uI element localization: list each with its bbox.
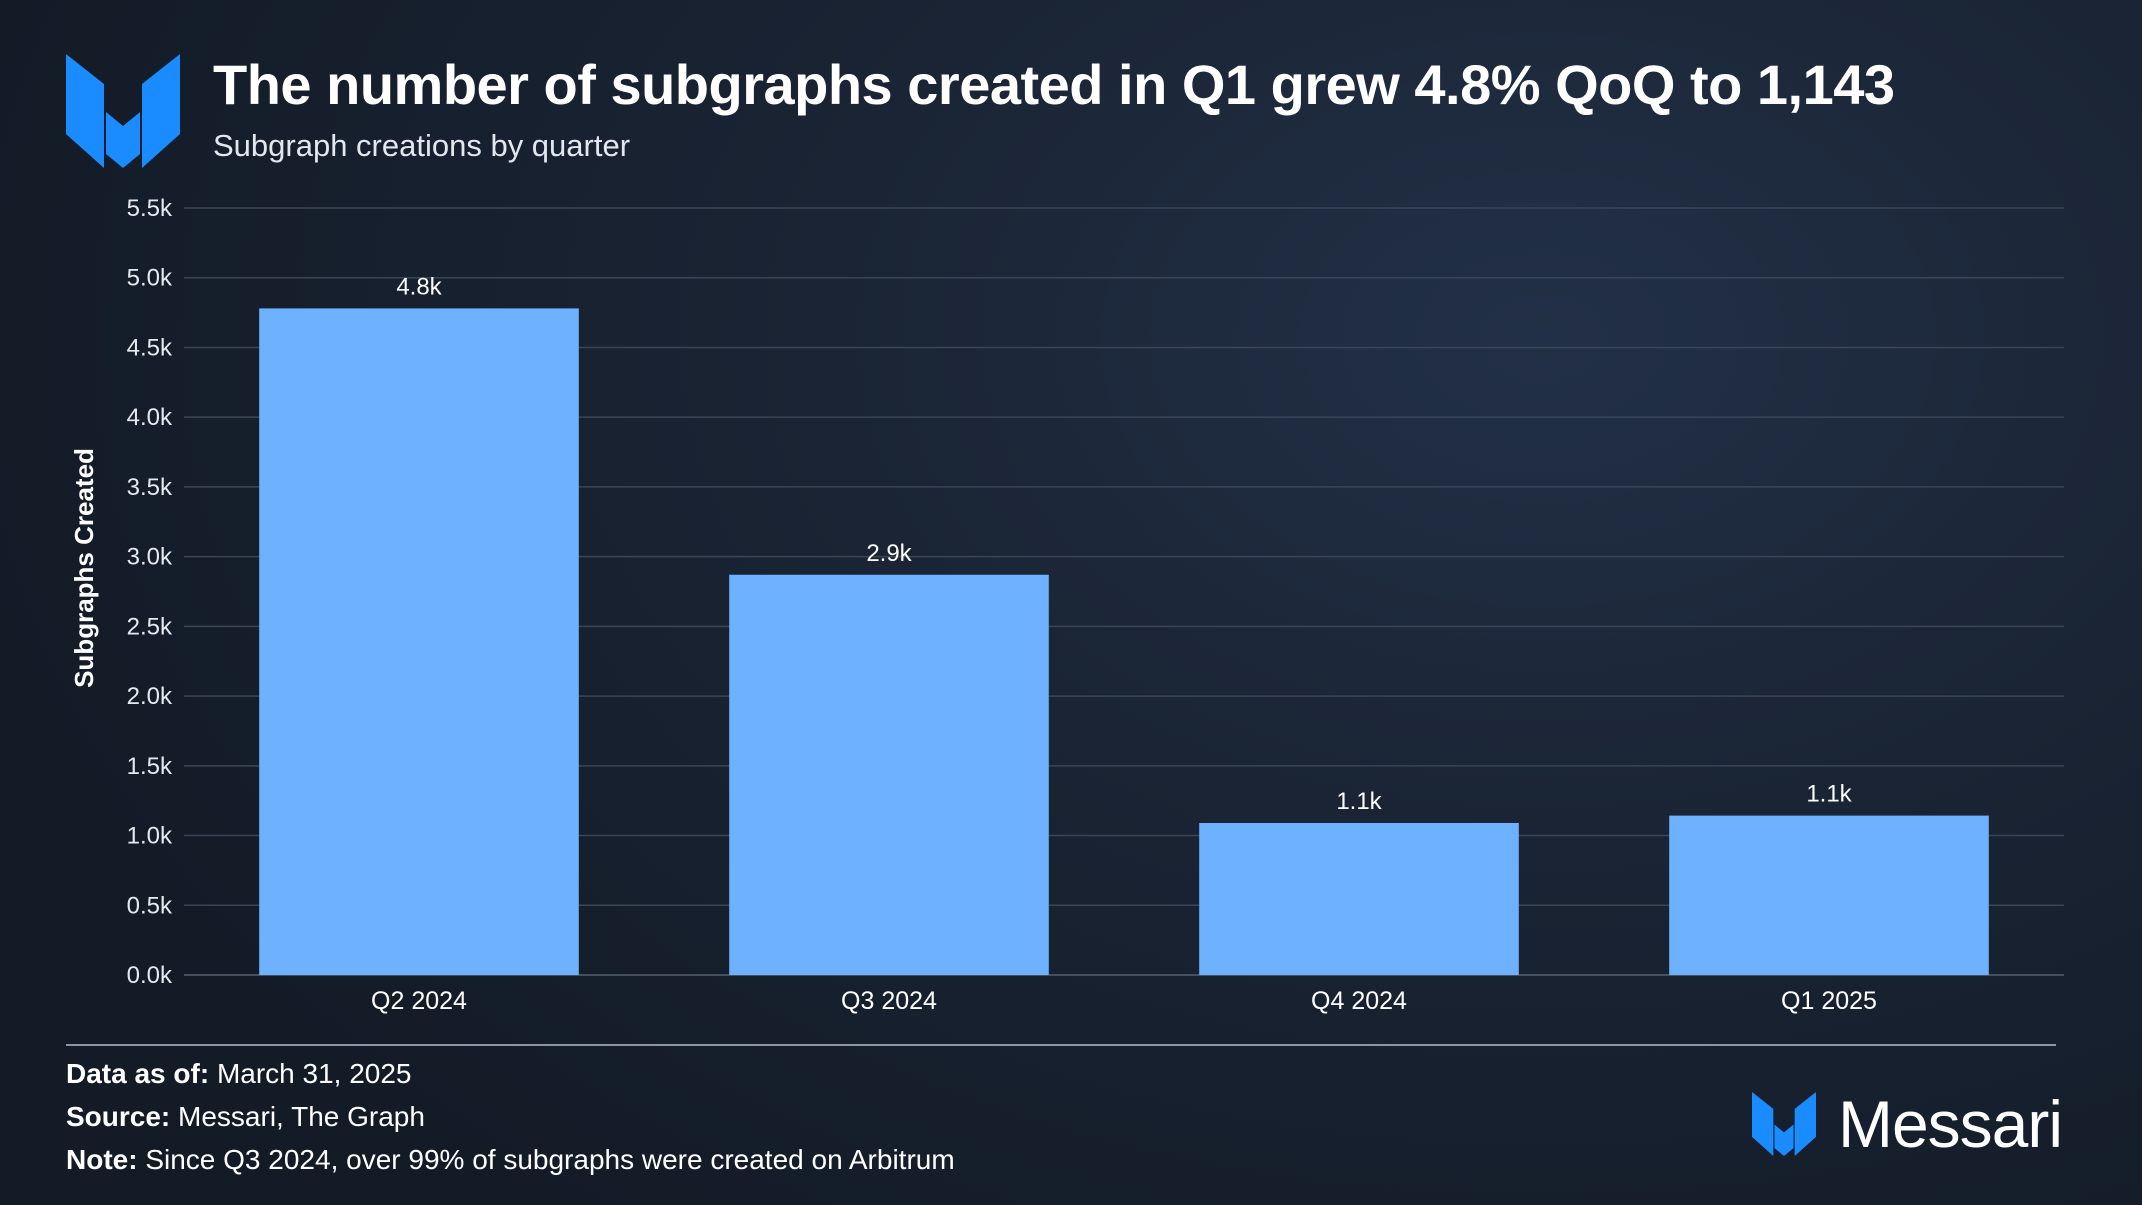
x-tick-label: Q4 2024 — [1311, 987, 1407, 1015]
y-tick-label: 1.5k — [127, 753, 173, 780]
brand-name: Messari — [1838, 1087, 2063, 1161]
footer-divider — [66, 1044, 2056, 1046]
bar — [259, 308, 579, 975]
page-subtitle: Subgraph creations by quarter — [213, 128, 631, 163]
bar-data-label: 4.8k — [396, 273, 442, 300]
bar-data-label: 1.1k — [1806, 781, 1852, 808]
bar-chart: 0.0k 0.5k 1.0k 1.5k 2.0k 2.5k 3.0k 3.5k 4.0k 4.5k… — [69, 195, 2064, 1015]
footer-data-as-of: Data as of: March 31, 2025 — [66, 1058, 412, 1090]
messari-logo-icon — [1752, 1092, 1816, 1156]
y-tick-label: 4.5k — [127, 334, 173, 361]
messari-logo-icon — [66, 54, 180, 168]
x-tick-label: Q1 2025 — [1781, 987, 1877, 1015]
x-axis-ticks: Q2 2024 Q3 2024 Q4 2024 Q1 2025 — [371, 987, 1877, 1015]
y-tick-label: 2.5k — [127, 613, 173, 640]
y-axis-title: Subgraphs Created — [69, 448, 99, 688]
bars — [259, 308, 1989, 975]
footer-source-value: Messari, The Graph — [178, 1101, 425, 1132]
brand-lockup: Messari — [1752, 1086, 2063, 1162]
x-tick-label: Q2 2024 — [371, 987, 467, 1015]
y-tick-label: 3.5k — [127, 474, 173, 501]
data-labels: 4.8k 2.9k 1.1k 1.1k — [396, 273, 1852, 815]
y-tick-label: 5.0k — [127, 265, 173, 292]
bar — [1669, 815, 1989, 975]
y-tick-label: 2.0k — [127, 683, 173, 710]
y-tick-label: 1.0k — [127, 823, 173, 850]
bar-data-label: 1.1k — [1336, 788, 1382, 815]
bar — [729, 574, 1049, 975]
footer-note-value: Since Q3 2024, over 99% of subgraphs wer… — [145, 1144, 955, 1175]
footer-date-label: Data as of: — [66, 1058, 210, 1089]
bar-data-label: 2.9k — [866, 540, 912, 567]
footer-note-label: Note: — [66, 1144, 138, 1175]
page-title: The number of subgraphs created in Q1 gr… — [213, 53, 1895, 116]
y-tick-label: 5.5k — [127, 195, 173, 222]
footer-source-label: Source: — [66, 1101, 171, 1132]
y-tick-label: 0.0k — [127, 962, 173, 989]
y-axis-ticks: 0.0k 0.5k 1.0k 1.5k 2.0k 2.5k 3.0k 3.5k 4.0k 4.5k… — [127, 195, 173, 989]
footer-note: Note: Since Q3 2024, over 99% of subgrap… — [66, 1144, 955, 1176]
bar — [1199, 822, 1519, 975]
y-tick-label: 3.0k — [127, 544, 173, 571]
y-tick-label: 4.0k — [127, 404, 173, 431]
footer-source: Source: Messari, The Graph — [66, 1101, 425, 1133]
x-tick-label: Q3 2024 — [841, 987, 937, 1015]
y-tick-label: 0.5k — [127, 892, 173, 919]
footer-date-value: March 31, 2025 — [216, 1058, 412, 1089]
